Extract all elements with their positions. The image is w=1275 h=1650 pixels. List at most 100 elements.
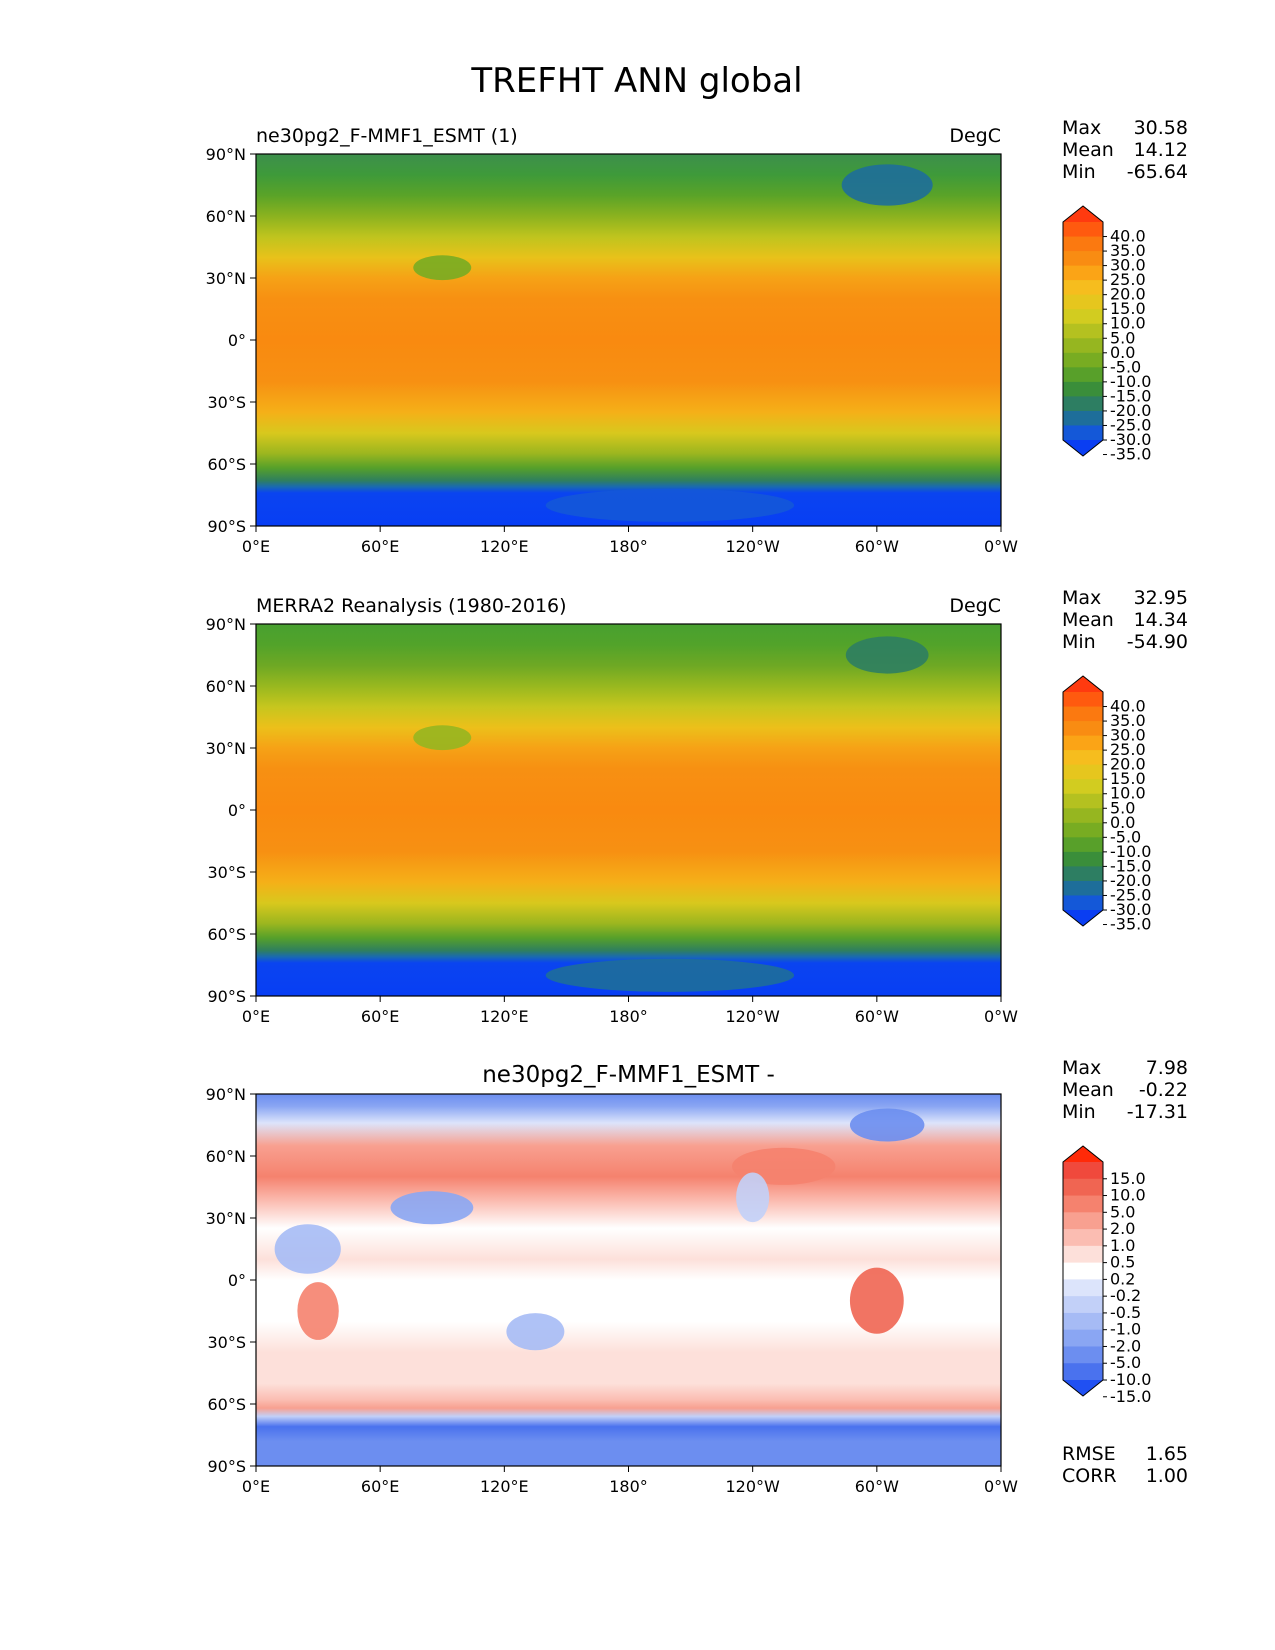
stat-label: Min [1062, 1101, 1096, 1123]
map-field [256, 154, 1001, 526]
map-anomalies [274, 1108, 925, 1351]
colorbar-label: -10.0 [1110, 1370, 1151, 1389]
lon-tick-label: 0°W [984, 1007, 1018, 1026]
field-anomaly [545, 488, 795, 522]
colorbar-label: -35.0 [1110, 445, 1151, 464]
colorbar-segment [1063, 822, 1103, 838]
field-anomaly [849, 1267, 904, 1334]
panel-title-right: DegC [949, 595, 1001, 617]
stat-label: Mean [1062, 609, 1114, 631]
field-anomaly [413, 725, 472, 751]
field-anomaly [413, 255, 472, 281]
stat-value: -0.22 [1139, 1079, 1188, 1101]
colorbar-label: -0.5 [1110, 1303, 1141, 1322]
stat-label: Max [1062, 587, 1101, 609]
colorbar-label: 0.0 [1110, 813, 1135, 832]
lat-tick-label: 0° [228, 331, 246, 350]
lon-tick-label: 180° [609, 1477, 648, 1496]
colorbar-label: 35.0 [1110, 711, 1146, 730]
colorbar-segment [1063, 721, 1103, 737]
colorbar-segment [1063, 851, 1103, 867]
lat-tick-label: 0° [228, 1271, 246, 1290]
colorbar-label: 1.0 [1110, 1236, 1135, 1255]
colorbar-label: -10.0 [1110, 842, 1151, 861]
colorbar-segment [1063, 294, 1103, 310]
lon-tick-label: 60°W [855, 537, 899, 556]
field-anomaly [297, 1282, 339, 1340]
map-field [256, 624, 1001, 996]
colorbar-label: -15.0 [1110, 1387, 1151, 1406]
colorbar-segment [1063, 750, 1103, 766]
colorbar-segment [1063, 1212, 1103, 1230]
colorbar-segment [1063, 793, 1103, 809]
lon-tick-label: 0°W [984, 1477, 1018, 1496]
colorbar-label: 5.0 [1110, 328, 1135, 347]
colorbar-label: -20.0 [1110, 871, 1151, 890]
field-anomaly [736, 1172, 770, 1223]
map-anomalies [413, 636, 929, 992]
lat-tick-label: 90°N [206, 615, 246, 634]
lon-tick-label: 120°E [480, 537, 529, 556]
lat-tick-label: 30°S [207, 393, 246, 412]
lat-tick-label: 0° [228, 801, 246, 820]
colorbar-segment [1063, 735, 1103, 751]
lon-tick-label: 120°W [725, 1477, 780, 1496]
colorbar-label: 0.2 [1110, 1269, 1135, 1288]
colorbar-segment [1063, 323, 1103, 339]
colorbar-segment [1063, 251, 1103, 267]
lat-tick-label: 60°S [207, 925, 246, 944]
colorbar-label: -5.0 [1110, 357, 1141, 376]
stat-value: -17.31 [1127, 1101, 1188, 1123]
panel-title-left: MERRA2 Reanalysis (1980-2016) [256, 595, 567, 617]
colorbar-segment [1063, 1279, 1103, 1297]
colorbar-segment [1063, 1312, 1103, 1331]
metric-value: 1.00 [1146, 1465, 1188, 1487]
colorbar-label: -5.0 [1110, 1353, 1141, 1372]
colorbar-segment [1063, 338, 1103, 354]
lon-tick-label: 0°E [242, 537, 270, 556]
colorbar-label: -30.0 [1110, 900, 1151, 919]
colorbar-label: 0.0 [1110, 343, 1135, 362]
colorbar-segment [1063, 880, 1103, 896]
colorbar-segment [1063, 1262, 1103, 1280]
colorbar-label: 30.0 [1110, 726, 1146, 745]
stat-value: 14.34 [1134, 609, 1188, 631]
stat-label: Max [1062, 1057, 1101, 1079]
colorbar-extend-bottom [1063, 440, 1103, 456]
colorbar-label: 0.5 [1110, 1253, 1135, 1272]
stat-value: 7.98 [1146, 1057, 1188, 1079]
colorbar-segment [1063, 764, 1103, 780]
colorbar-label: 2.0 [1110, 1219, 1135, 1238]
lon-tick-label: 120°E [480, 1477, 529, 1496]
stat-value: 30.58 [1134, 117, 1188, 139]
colorbar-label: -35.0 [1110, 915, 1151, 934]
lon-tick-label: 120°E [480, 1007, 529, 1026]
lat-tick-label: 90°S [207, 987, 246, 1006]
colorbar-segment [1063, 236, 1103, 252]
colorbar-label: -15.0 [1110, 386, 1151, 405]
lon-tick-label: 180° [609, 537, 648, 556]
metric-label: RMSE [1062, 1443, 1116, 1465]
panel-title-right: DegC [949, 125, 1001, 147]
colorbar-segment [1063, 779, 1103, 795]
colorbar-segment [1063, 1346, 1103, 1364]
panel-1: 90°N 60°N 30°N 0° 30°S 60°S 90°S0°E 60°E 120°E 18… [206, 117, 1188, 556]
colorbar-label: 5.0 [1110, 798, 1135, 817]
colorbar-segment [1063, 425, 1103, 441]
lat-tick-label: 60°S [207, 1395, 246, 1414]
colorbar-segment [1063, 381, 1103, 397]
colorbar-label: 20.0 [1110, 755, 1146, 774]
lat-tick-label: 30°N [206, 739, 246, 758]
lon-tick-label: 120°W [725, 537, 780, 556]
colorbar-label: 25.0 [1110, 270, 1146, 289]
colorbar-label: -25.0 [1110, 415, 1151, 434]
colorbar-label: 10.0 [1110, 1186, 1146, 1205]
stat-value: -54.90 [1127, 631, 1188, 653]
map-anomalies [413, 164, 933, 522]
colorbar-segment [1063, 866, 1103, 882]
field-anomaly [849, 1108, 925, 1142]
stat-label: Mean [1062, 139, 1114, 161]
colorbar-extend-top [1063, 206, 1103, 222]
lon-tick-label: 180° [609, 1007, 648, 1026]
